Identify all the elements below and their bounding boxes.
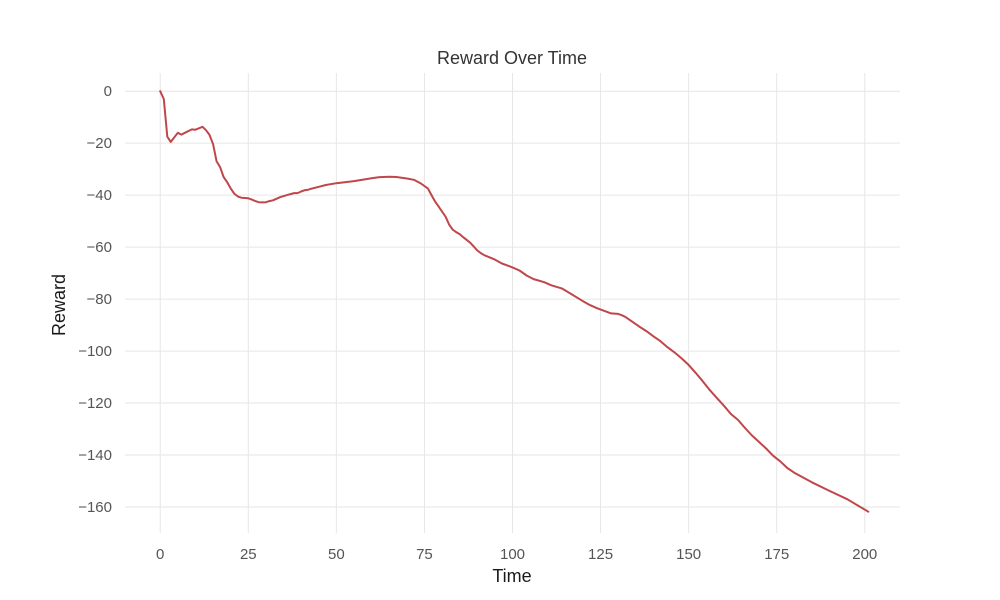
y-tick-label: −140 [78, 447, 112, 464]
x-tick-label: 200 [852, 546, 877, 563]
x-tick-label: 150 [676, 546, 701, 563]
x-tick-label: 0 [156, 546, 164, 563]
tick-labels: 0 25 50 75 100 125 150 175 200 0 −20 −40 −60 −80 −100 −… [78, 83, 877, 563]
y-tick-label: −100 [78, 343, 112, 360]
grid [125, 73, 900, 533]
series-layer [159, 90, 870, 513]
x-axis-label: Time [492, 566, 531, 586]
y-tick-label: −160 [78, 499, 112, 516]
x-tick-label: 175 [764, 546, 789, 563]
x-tick-label: 125 [588, 546, 613, 563]
chart-title: Reward Over Time [437, 48, 587, 68]
y-axis-label: Reward [49, 274, 69, 336]
y-tick-label: −120 [78, 395, 112, 412]
y-tick-label: −20 [87, 135, 112, 152]
x-tick-label: 25 [240, 546, 257, 563]
x-tick-label: 75 [416, 546, 433, 563]
reward-series-line [159, 90, 870, 513]
x-tick-label: 50 [328, 546, 345, 563]
y-tick-label: 0 [104, 83, 112, 100]
y-tick-label: −40 [87, 187, 112, 204]
x-tick-label: 100 [500, 546, 525, 563]
y-tick-label: −80 [87, 291, 112, 308]
y-tick-label: −60 [87, 239, 112, 256]
